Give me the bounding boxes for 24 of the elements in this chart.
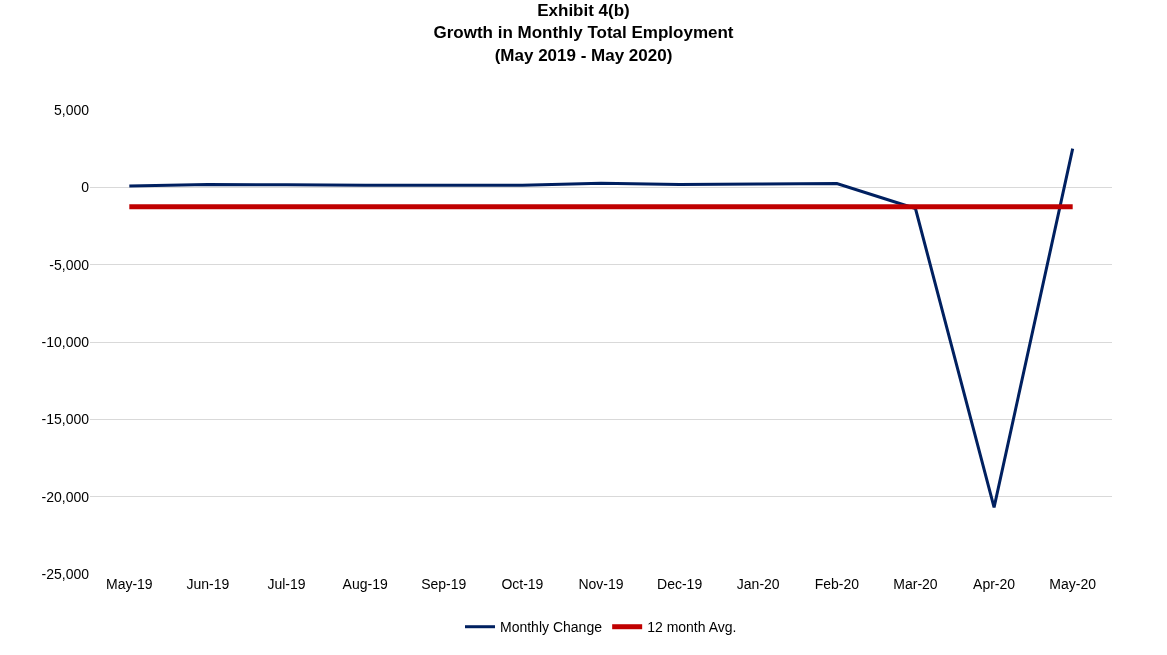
y-tick-label: -25,000 (41, 565, 90, 582)
y-tick-label: -10,000 (41, 333, 90, 350)
y-tick-label: -15,000 (41, 411, 90, 428)
x-tick-label: Apr-20 (973, 576, 1016, 592)
y-tick-label: -5,000 (49, 256, 90, 273)
x-tick-label: Nov-19 (578, 576, 624, 592)
y-tick-label: -20,000 (41, 488, 90, 505)
x-tick-label: May-19 (105, 576, 153, 592)
chart-title: Exhibit 4(b) Growth in Monthly Total Employment (May 2019 - May 2020) (433, 1, 734, 65)
x-tick-label: May-20 (1049, 576, 1097, 592)
x-tick-label: Jul-19 (267, 576, 306, 592)
x-tick-label: Aug-19 (342, 576, 388, 592)
line-series (127, 147, 1075, 509)
x-tick-label: Feb-20 (814, 576, 860, 592)
x-tick-label: Jan-20 (736, 576, 780, 592)
x-tick-label: Dec-19 (657, 576, 703, 592)
y-tick-label: 0 (81, 179, 90, 196)
x-tick-label: Jun-19 (186, 576, 230, 592)
legend-label: Monthly Change (500, 619, 603, 636)
x-tick-label: Oct-19 (501, 576, 544, 592)
x-tick-label: Sep-19 (421, 576, 467, 592)
x-tick-label: Mar-20 (893, 576, 938, 592)
legend-label: 12 month Avg. (647, 619, 737, 636)
y-tick-label: 5,000 (53, 101, 90, 118)
